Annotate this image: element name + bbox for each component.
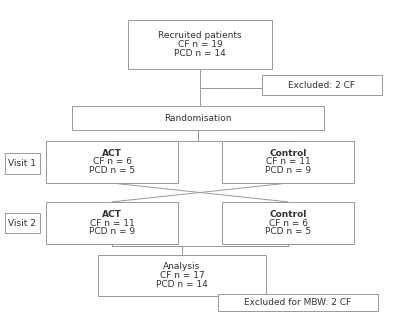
Text: Excluded for MBW: 2 CF: Excluded for MBW: 2 CF (244, 298, 352, 307)
Text: CF n = 6: CF n = 6 (268, 218, 308, 228)
Text: Analysis: Analysis (163, 262, 201, 271)
FancyBboxPatch shape (46, 202, 178, 244)
Text: Visit 2: Visit 2 (8, 218, 36, 228)
FancyBboxPatch shape (128, 20, 272, 69)
FancyBboxPatch shape (72, 106, 324, 130)
FancyBboxPatch shape (5, 213, 40, 233)
FancyBboxPatch shape (5, 153, 40, 174)
Text: Recruited patients: Recruited patients (158, 31, 242, 40)
FancyBboxPatch shape (46, 141, 178, 183)
Text: CF n = 17: CF n = 17 (160, 271, 204, 280)
FancyBboxPatch shape (218, 294, 378, 311)
Text: ACT: ACT (102, 149, 122, 158)
Text: ACT: ACT (102, 210, 122, 219)
Text: PCD n = 5: PCD n = 5 (265, 227, 311, 236)
Text: CF n = 11: CF n = 11 (266, 157, 310, 167)
Text: Excluded: 2 CF: Excluded: 2 CF (288, 81, 356, 90)
Text: Control: Control (269, 149, 307, 158)
Text: PCD n = 14: PCD n = 14 (156, 280, 208, 289)
Text: PCD n = 9: PCD n = 9 (89, 227, 135, 236)
Text: PCD n = 5: PCD n = 5 (89, 166, 135, 175)
Text: CF n = 11: CF n = 11 (90, 218, 134, 228)
Text: PCD n = 9: PCD n = 9 (265, 166, 311, 175)
FancyBboxPatch shape (262, 75, 382, 95)
FancyBboxPatch shape (222, 202, 354, 244)
FancyBboxPatch shape (222, 141, 354, 183)
Text: Randomisation: Randomisation (164, 114, 232, 123)
Text: Control: Control (269, 210, 307, 219)
Text: Visit 1: Visit 1 (8, 159, 36, 168)
Text: CF n = 6: CF n = 6 (92, 157, 132, 167)
FancyBboxPatch shape (98, 255, 266, 296)
Text: CF n = 19: CF n = 19 (178, 40, 222, 49)
Text: PCD n = 14: PCD n = 14 (174, 49, 226, 58)
